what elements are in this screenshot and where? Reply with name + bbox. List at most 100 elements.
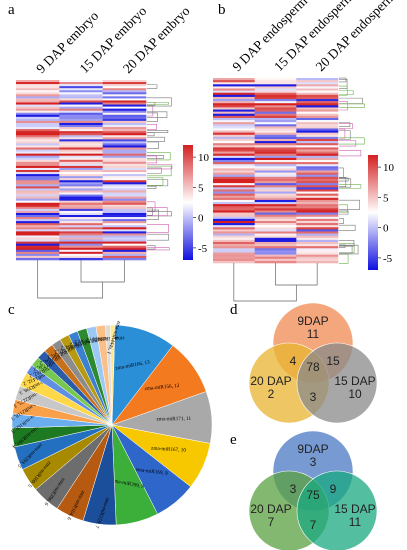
heatmap-b-cell — [296, 239, 339, 243]
heatmap-a-cell — [102, 112, 147, 116]
heatmap-a-colorbar-tick-label: 0 — [198, 213, 204, 225]
heatmap-b-cell — [254, 132, 297, 136]
heatmap-a-cell — [59, 202, 103, 206]
heatmap-b-cell — [254, 101, 297, 104]
heatmap-b-cell — [213, 103, 255, 106]
heatmap-a-cell — [59, 98, 103, 101]
heatmap-b-cell — [254, 185, 297, 188]
heatmap-a-cell — [102, 215, 147, 218]
heatmap-a-dendrogram-branch — [147, 247, 170, 251]
heatmap-b-cell — [296, 187, 339, 190]
heatmap-b-cell — [254, 155, 297, 159]
heatmap-a-cell — [16, 231, 60, 234]
venn-d-overlap-count: 15 — [326, 354, 340, 368]
heatmap-b-cell — [296, 227, 339, 230]
heatmap-a-cell — [16, 212, 60, 216]
heatmap-b-cell — [213, 185, 255, 188]
heatmap-a-cell — [59, 145, 103, 148]
heatmap-b-cell — [213, 145, 255, 148]
heatmap-a-cell — [16, 106, 60, 109]
heatmap-a-cell — [59, 215, 103, 218]
heatmap-b-cell — [296, 86, 339, 89]
heatmap-a-cell — [59, 120, 103, 124]
heatmap-b-cell — [296, 225, 339, 228]
heatmap-b-cell — [213, 216, 255, 220]
heatmap-a-cell — [102, 210, 147, 214]
heatmap-b-dendrogram-bottom — [233, 263, 297, 302]
heatmap-b-cell — [254, 202, 297, 205]
heatmap-b-cell — [254, 96, 297, 100]
heatmap-a-cell — [102, 231, 147, 234]
heatmap-a-cell — [102, 96, 147, 99]
heatmap-b-cell — [254, 86, 297, 89]
heatmap-a-cell — [102, 133, 147, 136]
heatmap-b-cell — [254, 260, 297, 264]
heatmap-b-cell — [213, 88, 255, 91]
heatmap-a-cell — [59, 114, 103, 118]
heatmap-b-cell — [213, 220, 255, 224]
heatmap-a-cell — [16, 153, 60, 156]
heatmap-b-dendrogram-branch — [339, 178, 352, 188]
heatmap-a-dendrogram-branch — [147, 164, 173, 170]
heatmap-b-cell — [296, 117, 339, 121]
heatmap-a-dendrogram-branch — [147, 177, 164, 186]
heatmap-b-cell — [296, 244, 339, 247]
heatmap-b-cell — [213, 155, 255, 159]
heatmap-b-cell — [254, 172, 297, 176]
heatmap-a-cell — [16, 147, 60, 150]
heatmap-b-cell — [213, 170, 255, 173]
heatmap-a-cell — [102, 184, 147, 187]
heatmap-a-dendrogram-branch — [147, 201, 156, 212]
heatmap-a-cell — [59, 208, 103, 212]
heatmap-a-cell — [102, 163, 147, 167]
heatmap-a-cell — [16, 104, 60, 107]
heatmap-a-cell — [59, 135, 103, 138]
heatmap-a-cell — [102, 120, 147, 124]
heatmap-a-cell — [16, 219, 60, 222]
heatmap-a-cell — [102, 251, 147, 255]
heatmap-b-cell — [296, 103, 339, 106]
heatmap-b-colorbar-tick-label: 0 — [383, 223, 389, 235]
heatmap-b-cell — [213, 115, 255, 119]
heatmap-a-dendrogram-branch — [147, 245, 156, 250]
heatmap-b-cell — [213, 159, 255, 163]
heatmap-b-cell — [213, 206, 255, 209]
heatmap-a-cell — [102, 84, 147, 87]
heatmap-a-cell — [16, 253, 60, 257]
heatmap-a-cell — [59, 92, 103, 95]
heatmap-b-cell — [213, 149, 255, 152]
heatmap-b-cell — [296, 126, 339, 129]
pie-slice-label: zma-miR171, 11 — [156, 416, 191, 422]
heatmap-b-cell — [296, 128, 339, 131]
heatmap-a-cell — [59, 90, 103, 93]
heatmap-b-cell — [213, 260, 255, 264]
heatmap-a-cell — [102, 153, 147, 156]
heatmap-a-cell — [102, 198, 147, 201]
heatmap-b-cell — [213, 164, 255, 167]
heatmap-b-cell — [254, 90, 297, 94]
heatmap-b-cell — [254, 176, 297, 180]
heatmap-b-cell — [254, 166, 297, 169]
heatmap-b-cell — [254, 229, 297, 232]
heatmap-a-dendrogram-branch — [147, 155, 165, 159]
heatmap-b-cell — [254, 199, 297, 203]
heatmap-a-cell — [16, 229, 60, 232]
heatmap-b-cell — [296, 235, 339, 239]
heatmap-b-dendrogram-bottom — [275, 263, 318, 286]
heatmap-b-cell — [213, 132, 255, 136]
heatmap-a-cell — [16, 161, 60, 165]
heatmap-a-cell — [16, 178, 60, 181]
heatmap-a-cell — [102, 235, 147, 238]
heatmap-a-cell — [59, 174, 103, 177]
heatmap-b-cell — [213, 101, 255, 104]
venn-d-set-name: 15 DAP — [334, 374, 375, 388]
heatmap-a-cell — [16, 233, 60, 236]
heatmap-b-dendrogram-branch — [339, 79, 348, 89]
heatmap-b-cell — [296, 185, 339, 188]
heatmap-a-cell — [16, 188, 60, 191]
heatmap-a-cell — [59, 112, 103, 116]
heatmap-a-cell — [16, 141, 60, 144]
heatmap-a-cell — [59, 243, 103, 246]
heatmap-a-cell — [102, 127, 147, 130]
